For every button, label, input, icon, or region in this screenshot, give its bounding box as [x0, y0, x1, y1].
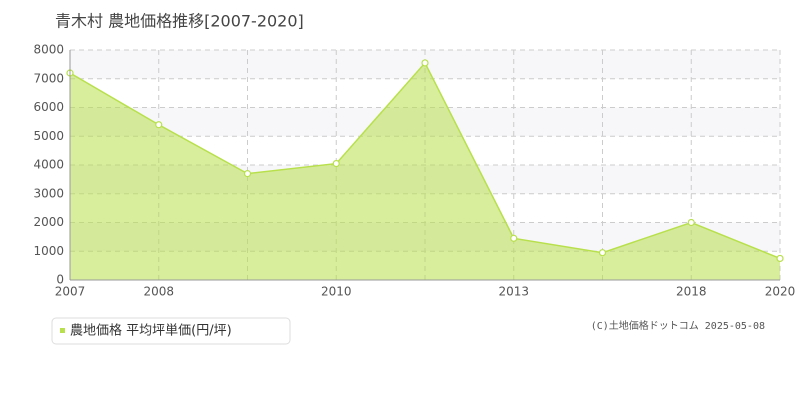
x-tick-label: 2010: [321, 285, 352, 299]
y-tick-label: 5000: [33, 129, 64, 143]
y-tick-label: 4000: [33, 158, 64, 172]
legend-marker: [60, 328, 65, 333]
x-tick-label: 2013: [498, 285, 529, 299]
x-tick-label: 2018: [676, 285, 707, 299]
y-tick-label: 6000: [33, 100, 64, 114]
point: [776, 254, 784, 263]
y-tick-label: 0: [56, 273, 64, 287]
point: [421, 59, 429, 67]
legend-label: 農地価格 平均坪単価(円/坪): [70, 323, 232, 339]
copyright: (C)土地価格ドットコム 2025-05-08: [591, 319, 765, 332]
area-fill: [70, 62, 780, 280]
legend-box: [51, 317, 291, 345]
y-tick-label: 3000: [33, 186, 64, 200]
point: [598, 249, 607, 257]
point: [155, 121, 163, 129]
y-tick-label: 8000: [33, 43, 64, 57]
x-tick-label: 2008: [143, 285, 174, 299]
point: [687, 218, 695, 227]
y-tick-label: 1000: [33, 244, 64, 258]
chart-title: 青木村 農地価格推移[2007-2020]: [55, 12, 304, 31]
x-tick-label: 2007: [55, 285, 86, 299]
y-tick-label: 7000: [33, 71, 64, 85]
point: [510, 234, 518, 242]
y-tick-label: 2000: [33, 215, 64, 229]
point: [332, 159, 340, 168]
point: [243, 170, 252, 178]
x-tick-label: 2020: [765, 285, 796, 299]
